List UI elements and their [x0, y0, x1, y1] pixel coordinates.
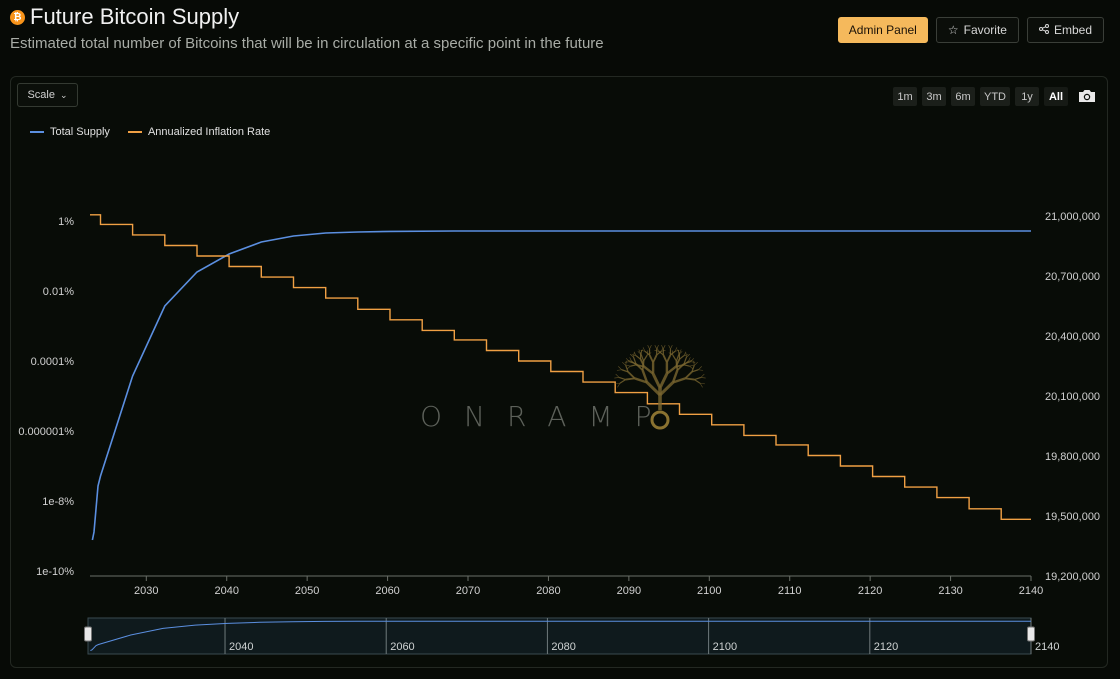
x-tick-label: 2100 [697, 585, 721, 597]
title-row: ₿ Future Bitcoin Supply [10, 4, 239, 30]
x-tick-label: 2110 [778, 585, 802, 597]
x-tick-label: 2040 [214, 585, 238, 597]
navigator-range [87, 617, 1032, 655]
chart-legend: Total Supply Annualized Inflation Rate [30, 126, 270, 138]
onramp-watermark: ONRAMP [420, 400, 674, 433]
navigator-tick-label: 2120 [874, 641, 898, 653]
navigator-right-handle[interactable] [1027, 626, 1035, 642]
left-tick-label: 1e-10% [36, 566, 74, 578]
x-tick-label: 2140 [1019, 585, 1043, 597]
right-tick-label: 19,500,000 [1045, 511, 1100, 523]
bitcoin-icon: ₿ [10, 9, 25, 25]
inflation-rate-line [90, 214, 1031, 520]
scale-label: Scale [27, 89, 55, 101]
navigator-tick-label: 2080 [551, 641, 575, 653]
legend-swatch-inflation [127, 131, 142, 133]
left-tick-label: 0.0001% [31, 356, 75, 368]
range-ytd[interactable]: YTD [980, 87, 1010, 106]
navigator-tick-label: 2140 [1035, 641, 1059, 653]
tree-logo-icon [614, 345, 706, 430]
legend-swatch-supply [30, 131, 44, 133]
embed-label: Embed [1053, 23, 1092, 37]
embed-button[interactable]: Embed [1026, 17, 1104, 43]
navigator-tick-label: 2100 [713, 641, 737, 653]
navigator-left-handle[interactable] [84, 626, 92, 642]
left-tick-label: 1% [58, 216, 74, 228]
x-tick-label: 2120 [858, 585, 882, 597]
legend-item-inflation[interactable]: Annualized Inflation Rate [127, 126, 271, 138]
total-supply-line [91, 230, 1031, 541]
page-title: Future Bitcoin Supply [30, 4, 240, 29]
favorite-label: Favorite [963, 23, 1007, 37]
x-tick-label: 2070 [456, 585, 480, 597]
legend-label-supply: Total Supply [50, 126, 110, 138]
favorite-button[interactable]: ☆ Favorite [935, 17, 1019, 43]
right-tick-label: 20,700,000 [1045, 271, 1100, 283]
left-tick-label: 0.01% [43, 286, 74, 298]
left-tick-label: 0.000001% [18, 426, 74, 438]
navigator-tick-label: 2060 [390, 641, 414, 653]
x-tick-label: 2130 [938, 585, 962, 597]
admin-panel-button[interactable]: Admin Panel [837, 17, 928, 43]
range-1y[interactable]: 1y [1015, 87, 1039, 106]
left-tick-label: 1e-8% [42, 496, 74, 508]
right-tick-label: 19,800,000 [1045, 451, 1100, 463]
right-tick-label: 21,000,000 [1045, 211, 1100, 223]
x-tick-label: 2050 [295, 585, 319, 597]
legend-item-total-supply[interactable]: Total Supply [30, 126, 110, 138]
chevron-down-icon: ⌄ [59, 89, 68, 100]
share-icon [1038, 23, 1049, 37]
right-tick-label: 20,400,000 [1045, 331, 1100, 343]
navigator-supply-line [90, 620, 1031, 652]
range-all[interactable]: All [1044, 87, 1068, 106]
range-1m[interactable]: 1m [893, 87, 917, 106]
legend-label-inflation: Annualized Inflation Rate [147, 126, 271, 138]
x-tick-label: 2060 [375, 585, 399, 597]
page-subtitle: Estimated total number of Bitcoins that … [10, 35, 604, 52]
x-tick-label: 2030 [134, 585, 158, 597]
range-6m[interactable]: 6m [951, 87, 975, 106]
x-tick-label: 2080 [536, 585, 560, 597]
navigator-tick-label: 2040 [229, 641, 253, 653]
right-tick-label: 19,200,000 [1045, 571, 1100, 583]
range-3m[interactable]: 3m [922, 87, 946, 106]
star-icon: ☆ [947, 23, 959, 37]
camera-icon[interactable] [1077, 88, 1097, 104]
right-tick-label: 20,100,000 [1045, 391, 1100, 403]
header-actions: Admin Panel ☆ Favorite Embed [837, 17, 1104, 43]
range-selector: 1m 3m 6m YTD 1y All [893, 87, 1068, 106]
scale-dropdown[interactable]: Scale ⌄ [17, 83, 78, 107]
x-tick-label: 2090 [617, 585, 641, 597]
